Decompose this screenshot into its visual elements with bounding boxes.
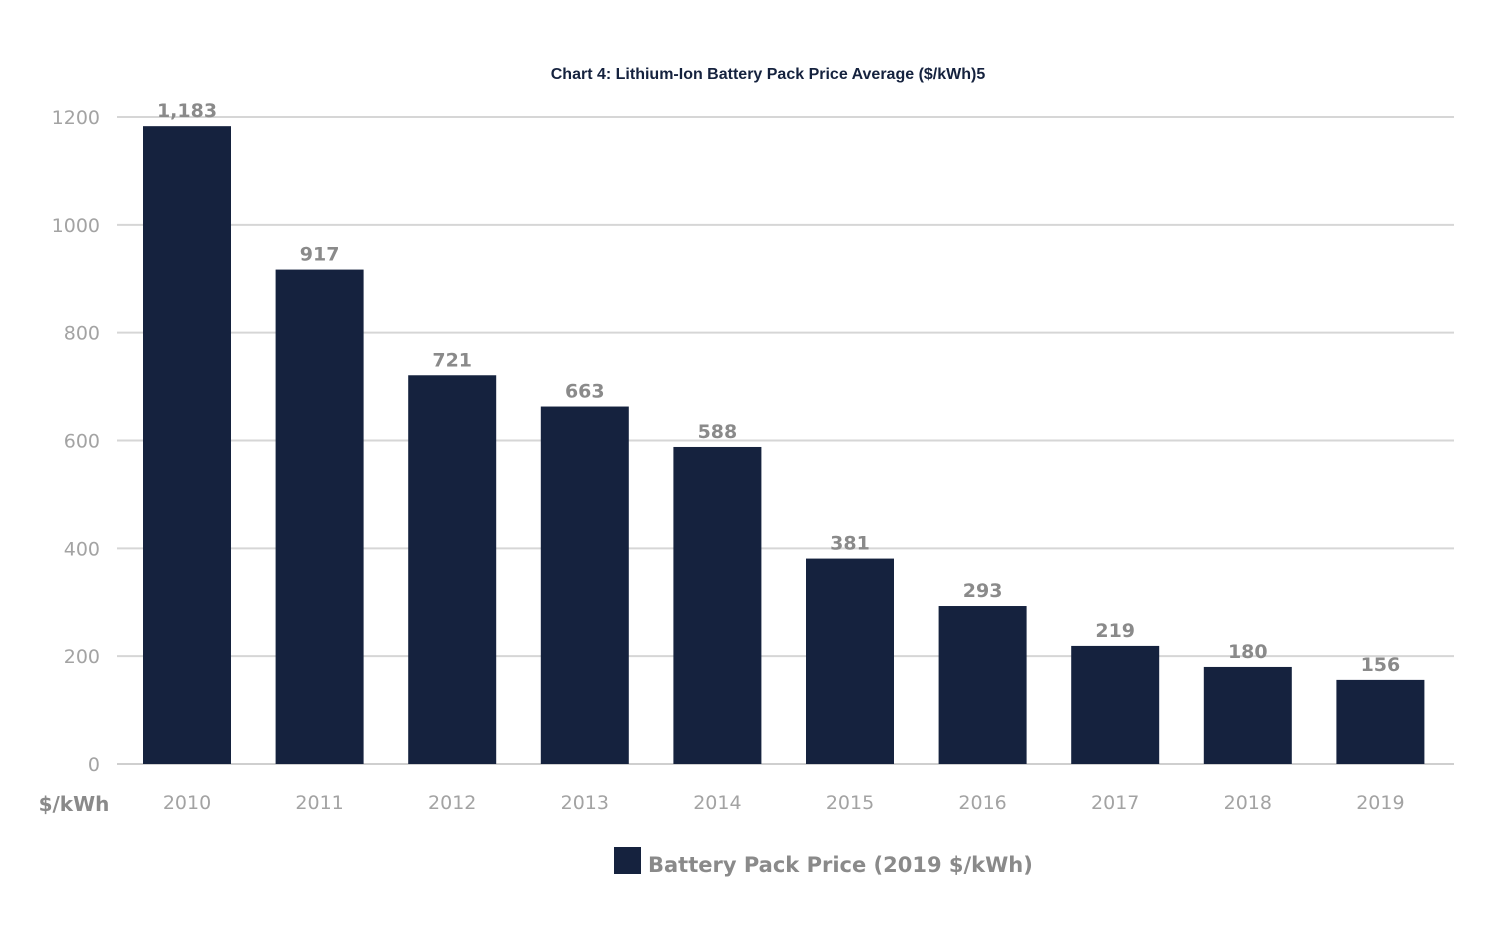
y-axis-ticks: 0 200 400 600 800 1000 1200 [52, 107, 100, 776]
bar-2018 [1203, 666, 1292, 764]
bar-value-label: 721 [432, 349, 472, 371]
bar-value-label: 1,183 [157, 100, 217, 122]
x-axis-ticks: 2010 2011 2012 2013 2014 2015 2016 2017 2018 2019 [163, 792, 1405, 814]
y-tick-label: 0 [88, 754, 100, 776]
x-tick-label: 2011 [295, 792, 343, 814]
x-tick-label: 2013 [561, 792, 609, 814]
legend: Battery Pack Price (2019 $/kWh) [614, 847, 1033, 877]
bar-value-label: 156 [1361, 654, 1401, 676]
bar-2017 [1071, 645, 1160, 764]
y-tick-label: 1000 [52, 215, 100, 237]
bar-value-label: 663 [565, 381, 605, 403]
y-tick-label: 200 [64, 646, 100, 668]
x-tick-label: 2018 [1224, 792, 1272, 814]
chart-title: Chart 4: Lithium-Ion Battery Pack Price … [550, 66, 986, 83]
bar-value-label: 293 [963, 580, 1003, 602]
y-tick-label: 1200 [52, 107, 100, 129]
y-tick-label: 800 [64, 323, 100, 345]
y-axis-unit-label: $/kWh [39, 792, 110, 816]
bar-value-labels: 1,183 917 721 663 588 381 293 219 180 156 [157, 100, 1400, 676]
bar-value-label: 219 [1095, 620, 1135, 642]
x-tick-label: 2010 [163, 792, 211, 814]
bar-2013 [540, 406, 629, 764]
y-tick-label: 400 [64, 538, 100, 560]
bar-value-label: 588 [698, 421, 738, 443]
x-tick-label: 2017 [1091, 792, 1139, 814]
x-tick-label: 2015 [826, 792, 874, 814]
bar-2011 [275, 269, 364, 764]
x-tick-label: 2014 [693, 792, 741, 814]
bar-value-label: 381 [830, 533, 870, 555]
x-tick-label: 2012 [428, 792, 476, 814]
x-tick-label: 2019 [1356, 792, 1404, 814]
legend-label: Battery Pack Price (2019 $/kWh) [648, 853, 1033, 877]
bar-2010 [143, 126, 231, 764]
bar-value-label: 917 [300, 244, 340, 266]
bar-2016 [938, 606, 1027, 764]
x-tick-label: 2016 [958, 792, 1006, 814]
bar-2015 [806, 558, 894, 764]
bar-2019 [1336, 679, 1425, 764]
bar-2014 [673, 446, 762, 764]
y-tick-label: 600 [64, 431, 100, 453]
legend-swatch [614, 847, 641, 874]
bars [143, 126, 1425, 764]
bar-value-label: 180 [1228, 641, 1268, 663]
bar-2012 [408, 375, 497, 764]
